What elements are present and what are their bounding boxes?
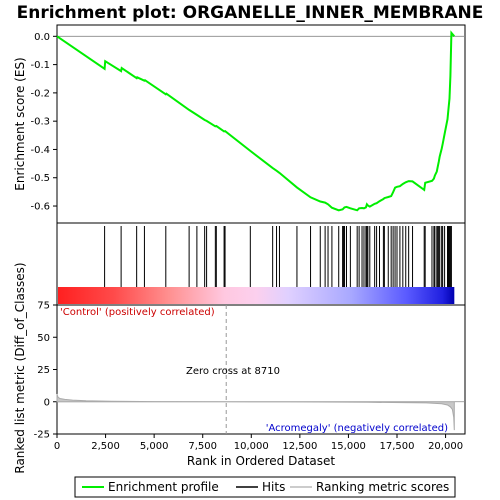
metric-panel: 75 50 25 0 -25	[34, 301, 465, 441]
es-y-tick-label: 0.0	[34, 32, 50, 43]
ranking-color-bar	[58, 287, 455, 304]
ranking-metric-area	[56, 393, 455, 431]
metric-y-tick-label: 50	[37, 333, 50, 344]
x-axis-title: Rank in Ordered Dataset	[187, 454, 335, 468]
es-panel: 0.0 -0.1 -0.2 -0.3 -0.4 -0.5 -0.6	[30, 30, 465, 213]
es-y-tick-label: -0.6	[30, 202, 50, 213]
chart-title: Enrichment plot: ORGANELLE_INNER_MEMBRAN…	[17, 3, 484, 23]
x-tick-label: 15,000	[331, 441, 366, 452]
metric-y-tick-label: 25	[37, 365, 50, 376]
es-y-tick-label: -0.3	[30, 117, 50, 128]
x-tick-label: 0	[54, 441, 60, 452]
es-panel-frame	[56, 24, 466, 224]
enrichment-profile-line	[56, 30, 456, 212]
zero-cross-label: Zero cross at 8710	[186, 366, 280, 377]
es-y-axis-title: Enrichment score (ES)	[13, 57, 27, 190]
x-axis: 0 2,500 5,000 7,500 10,000 12,500 15,000 17,500…	[54, 434, 463, 452]
legend: Enrichment profile Hits Ranking metric s…	[74, 476, 456, 498]
positive-class-label: 'Control' (positively correlated)	[60, 307, 215, 318]
metric-y-tick-label: 75	[37, 301, 50, 312]
metric-y-tick-label: 0	[44, 397, 50, 408]
x-tick-label: 12,500	[282, 441, 317, 452]
x-tick-label: 7,500	[188, 441, 217, 452]
legend-enrichment-label: Enrichment profile	[108, 480, 219, 494]
es-y-tick-label: -0.4	[30, 145, 50, 156]
x-tick-label: 2,500	[91, 441, 120, 452]
x-tick-label: 20,000	[428, 441, 463, 452]
x-tick-label: 17,500	[380, 441, 415, 452]
es-y-tick-label: -0.2	[30, 88, 50, 99]
es-y-tick-label: -0.1	[30, 60, 50, 71]
hits-panel	[58, 226, 455, 304]
legend-metric-label: Ranking metric scores	[316, 480, 449, 494]
legend-box	[74, 476, 456, 498]
metric-y-tick-label: -25	[34, 430, 50, 441]
legend-hits-label: Hits	[262, 480, 285, 494]
metric-y-axis-title: Ranked list metric (Diff_of_Classes)	[13, 262, 27, 473]
es-y-tick-label: -0.5	[30, 173, 50, 184]
negative-class-label: 'Acromegaly' (negatively correlated)	[266, 423, 448, 434]
x-tick-label: 5,000	[140, 441, 169, 452]
x-tick-label: 10,000	[234, 441, 269, 452]
